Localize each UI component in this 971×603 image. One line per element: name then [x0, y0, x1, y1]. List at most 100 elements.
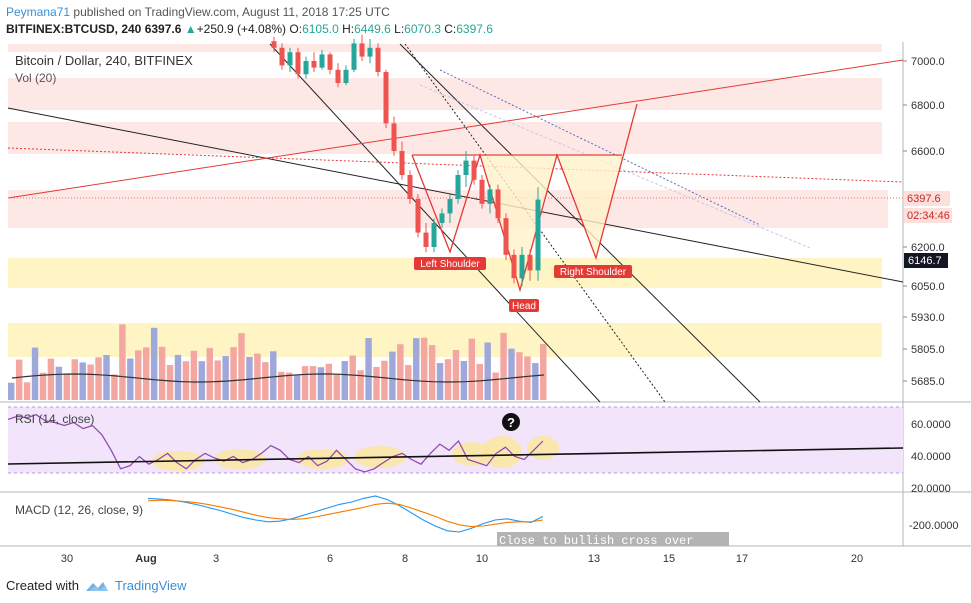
volume-bar: [206, 347, 213, 400]
change-value: +250.9 (+4.08%): [196, 22, 287, 36]
volume-bar: [540, 344, 547, 400]
candle-body: [343, 69, 349, 83]
volume-bar: [484, 342, 491, 400]
macd-axis: -200.0000: [909, 520, 959, 532]
volume-bar: [63, 373, 71, 400]
candle-body: [503, 218, 509, 255]
red-dotted-line: [7, 147, 904, 183]
volume-bar: [413, 338, 420, 400]
tradingview-brand[interactable]: TradingView: [114, 578, 187, 593]
volume-bar: [143, 347, 150, 400]
volume-bar: [270, 351, 277, 400]
volume-bar: [95, 357, 102, 400]
high-value: 6449.6: [354, 22, 391, 36]
volume-bar: [222, 356, 229, 400]
time-tick-label: 30: [61, 553, 73, 565]
volume-bar: [460, 360, 468, 400]
ohlc-line: BITFINEX:BTCUSD, 240 6397.6 ▲+250.9 (+4.…: [6, 22, 493, 36]
candle-body: [439, 213, 445, 223]
volume-bar: [214, 360, 221, 400]
low-label: L:: [394, 22, 405, 36]
rsi-tick-label: 60.0000: [911, 419, 951, 431]
high-label: H:: [342, 22, 355, 36]
volume-bar: [198, 361, 206, 400]
candle-body: [375, 47, 381, 72]
time-tick-label: 10: [476, 553, 488, 565]
price-tick-label: 5685.0: [911, 376, 945, 388]
volume-bar: [349, 355, 356, 400]
close-value: 6397.6: [456, 22, 493, 36]
time-tick-label: 13: [588, 553, 600, 565]
time-tick-label: 6: [327, 553, 333, 565]
volume-bar: [516, 352, 523, 400]
close-label: C:: [444, 22, 457, 36]
volume-bar: [230, 347, 237, 400]
question-mark: ?: [507, 415, 515, 430]
candle-body: [327, 54, 333, 70]
candle-body: [511, 254, 517, 279]
rsi-line: [7, 414, 544, 473]
red-trendline: [7, 59, 904, 199]
price-tick-label: 6200.0: [911, 242, 945, 254]
volume-bar: [420, 337, 428, 400]
price-tick-label: 5930.0: [911, 312, 945, 324]
volume-bar: [500, 332, 507, 400]
time-tick-label: 20: [851, 553, 863, 565]
highlight: [527, 436, 559, 460]
countdown-tag-text: 02:34:46: [907, 210, 950, 222]
volume-bar: [111, 374, 118, 400]
candle-body: [535, 199, 541, 271]
publish-info: Peymana71 published on TradingView.com, …: [6, 5, 390, 19]
price-tick-label: 6800.0: [911, 100, 945, 112]
volume-bar: [476, 363, 483, 400]
volume-bar: [150, 327, 158, 400]
time-tick-label: 15: [663, 553, 675, 565]
candle-body: [495, 189, 501, 219]
volume-bar: [381, 360, 388, 400]
up-arrow-icon: ▲: [184, 22, 197, 36]
candle-body: [447, 199, 453, 214]
candle-body: [415, 199, 421, 233]
volume-bar: [452, 350, 460, 400]
candle-body: [271, 41, 277, 48]
macd-tick-label: -200.0000: [909, 520, 959, 532]
time-axis: 30 Aug 3 6 8 10 13 15 17 20: [61, 553, 863, 565]
rsi-axis: 60.0000 40.0000 20.0000: [911, 419, 951, 495]
candle-body: [279, 47, 285, 66]
last-price-tag-text: 6397.6: [907, 193, 941, 205]
candle-body: [463, 160, 469, 175]
volume-bar: [15, 359, 23, 400]
author-name[interactable]: Peymana71: [6, 5, 71, 19]
candle-body: [399, 151, 405, 175]
open-label: O:: [289, 22, 303, 36]
rsi-legend: RSI (14, close): [15, 412, 94, 426]
volume-bar: [47, 358, 55, 400]
volume-bar: [373, 367, 380, 400]
candle-body: [423, 232, 429, 247]
volume-bar: [182, 361, 190, 400]
volume-bars: [8, 324, 547, 400]
low-value: 6070.3: [404, 22, 441, 36]
right-shoulder-label: Right Shoulder: [560, 267, 627, 278]
rsi-band: [8, 407, 903, 473]
candlesticks: [271, 34, 541, 286]
volume-bar: [79, 362, 86, 400]
volume-bar: [301, 366, 309, 400]
candle-body: [487, 189, 493, 204]
candle-body: [335, 69, 341, 83]
candle-body: [383, 72, 389, 124]
volume-bar: [508, 348, 515, 400]
left-shoulder-tag: [414, 257, 486, 270]
volume-bar: [262, 362, 269, 400]
head-label: Head: [512, 301, 536, 312]
volume-bar: [357, 370, 364, 400]
volume-bar: [158, 346, 166, 400]
candle-body: [431, 223, 437, 247]
volume-bar: [31, 347, 39, 400]
volume-bar: [174, 354, 182, 400]
candle-body: [359, 43, 365, 57]
volume-bar: [365, 337, 372, 400]
candle-body: [479, 179, 485, 204]
volume-bar: [278, 371, 285, 400]
